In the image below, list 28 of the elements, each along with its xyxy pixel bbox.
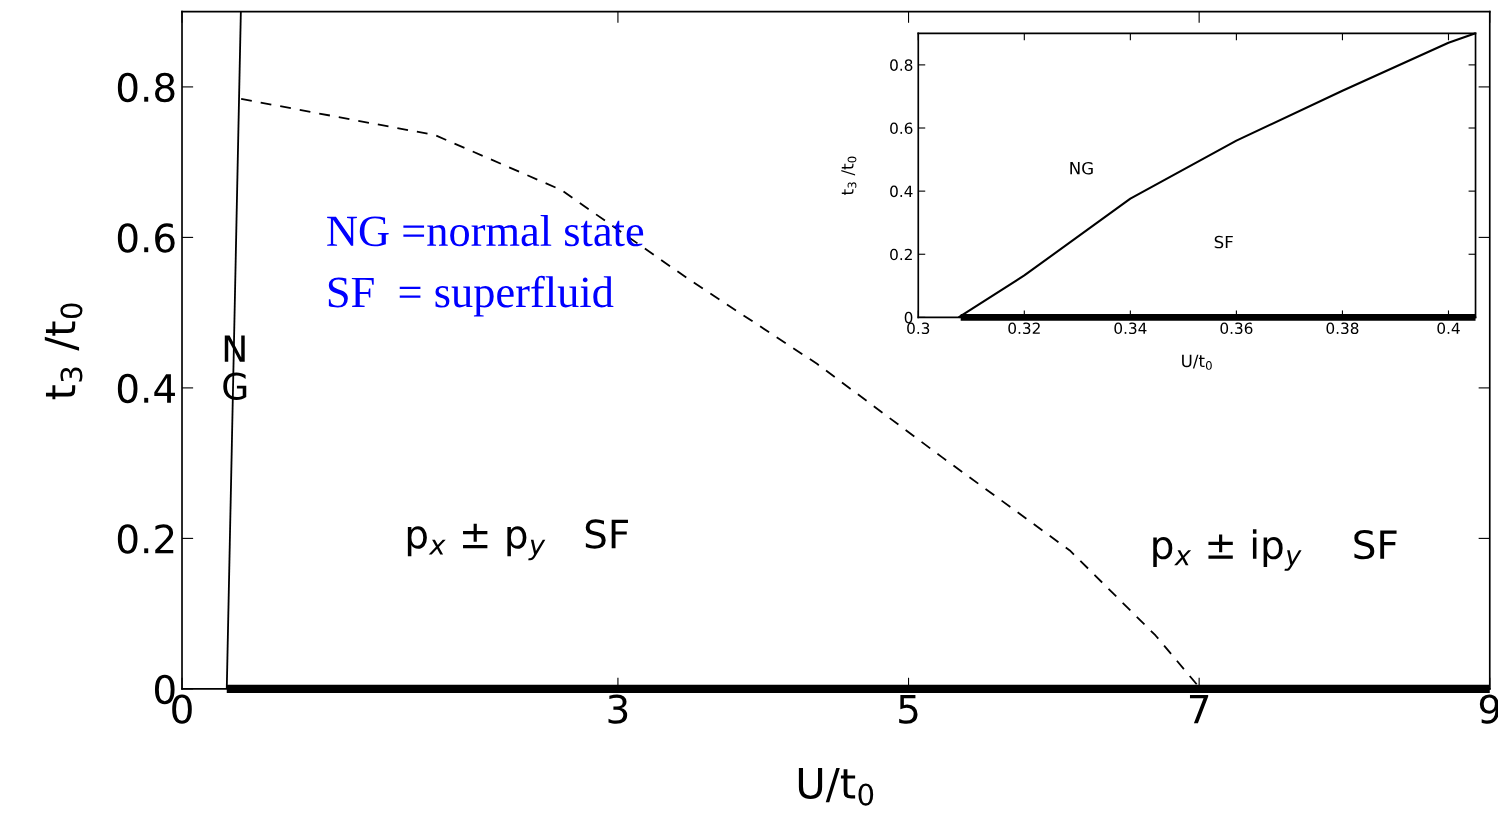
y-tick-label: 0.8	[117, 72, 175, 103]
x-tick-label: 7	[1189, 694, 1209, 724]
y-tick-label: 0.6	[890, 122, 913, 135]
x-tick-label: 3	[608, 694, 628, 724]
y-tick-label: 0.6	[117, 223, 175, 253]
x-tick-label: 0.34	[1114, 322, 1147, 335]
y-axis-title: t$_{3}$ /t$_{0}$	[44, 303, 83, 400]
x-tick-label: 0.38	[1326, 322, 1359, 335]
annotation: NG	[1070, 161, 1093, 175]
text: p$_{x}$ ± p$_{y}$ SF	[407, 519, 628, 561]
x-axis-title: U/t$_{0}$	[1182, 354, 1212, 370]
annotation: NG =normal state	[327, 214, 644, 247]
y-tick-label: 0	[904, 311, 913, 324]
x-tick-label: 5	[899, 694, 918, 724]
x-axis-title: U/t$_{0}$	[798, 768, 874, 806]
y-tick-label: 0.4	[117, 373, 175, 404]
y-axis-title: t$_{3}$ /t$_{0}$	[841, 156, 857, 195]
text: p$_{x}$ ± ip$_{y}$ SF	[1153, 529, 1397, 571]
x-tick-label: 0.3	[907, 322, 930, 335]
y-tick-label: 0.4	[890, 185, 913, 198]
x-tick-label: 0.36	[1220, 322, 1253, 335]
x-tick-label: 0.4	[1437, 322, 1460, 335]
y-tick-label: 0.2	[890, 248, 912, 261]
y-tick-label: 0.8	[890, 59, 913, 71]
annotation: SF	[1214, 235, 1233, 249]
annotation: SF = superfluid	[328, 275, 614, 317]
x-tick-label: 0.32	[1008, 322, 1040, 335]
y-tick-label: 0.2	[117, 524, 174, 554]
